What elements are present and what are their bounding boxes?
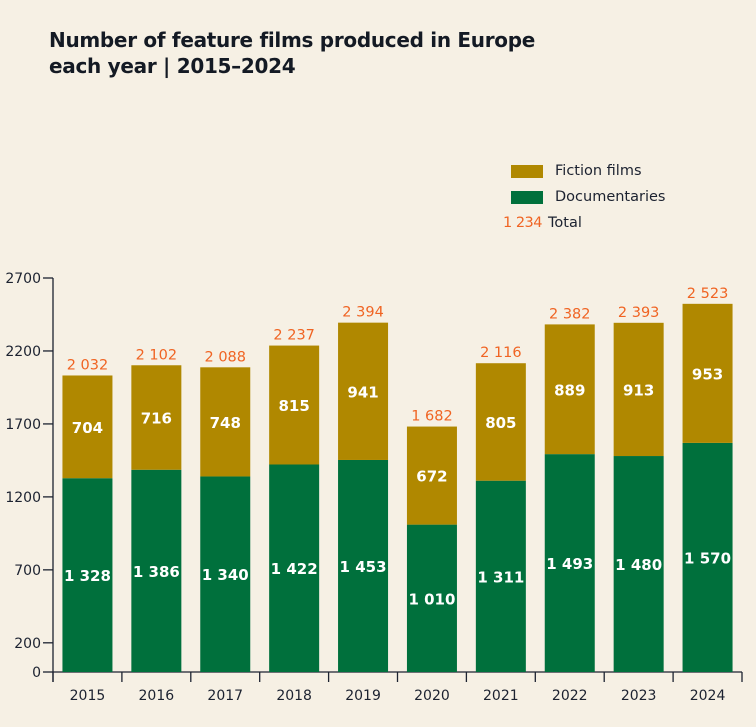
label-total: 1 682: [411, 409, 453, 425]
bar-fiction: [406, 426, 457, 525]
legend-item-documentaries: Documentaries: [503, 184, 665, 210]
label-fiction: 941: [347, 383, 378, 401]
label-documentaries: 1 493: [546, 555, 593, 573]
label-fiction: 889: [554, 381, 585, 399]
label-total: 2 394: [342, 305, 384, 321]
bar-documentaries: [131, 469, 182, 672]
y-tick-label: 700: [14, 563, 41, 579]
bar-documentaries: [544, 454, 595, 672]
legend-swatch-fiction: [511, 164, 543, 178]
chart-title-line-1: Number of feature films produced in Euro…: [49, 28, 536, 52]
bar-fiction: [131, 365, 182, 470]
label-fiction: 704: [72, 419, 103, 437]
label-documentaries: 1 010: [408, 590, 455, 608]
label-total: 2 393: [618, 305, 660, 321]
label-total: 2 237: [273, 328, 315, 344]
x-tick-label: 2019: [345, 688, 381, 704]
x-tick-label: 2015: [70, 688, 106, 704]
label-fiction: 805: [485, 414, 516, 432]
label-fiction: 716: [141, 410, 172, 428]
bar-fiction: [475, 363, 526, 481]
x-tick-label: 2023: [621, 688, 657, 704]
bar-documentaries: [406, 524, 457, 672]
x-tick-label: 2024: [690, 688, 726, 704]
bar-fiction: [338, 322, 389, 460]
label-total: 2 116: [480, 345, 522, 361]
legend-item-fiction: Fiction films: [503, 158, 665, 184]
label-fiction: 953: [692, 365, 723, 383]
bar-documentaries: [200, 476, 251, 672]
x-tick-label: 2016: [139, 688, 175, 704]
legend-label-total: Total: [548, 215, 582, 231]
legend-label-documentaries: Documentaries: [555, 189, 666, 205]
bar-fiction: [200, 367, 251, 477]
legend-total-sample: 1 234: [503, 215, 543, 231]
bar-fiction: [62, 375, 113, 479]
y-tick-label: 1200: [5, 490, 41, 506]
bar-fiction: [544, 324, 595, 455]
label-total: 2 032: [67, 357, 109, 373]
y-tick-label: 200: [14, 636, 41, 652]
bar-fiction: [613, 322, 664, 457]
chart-title-line-2: each year | 2015–2024: [49, 54, 296, 78]
bar-documentaries: [338, 459, 389, 672]
legend-item-total: 1 234 Total: [503, 210, 665, 236]
legend-label-fiction: Fiction films: [555, 163, 642, 179]
x-tick-label: 2018: [276, 688, 312, 704]
y-tick-label: 2700: [5, 271, 41, 287]
y-tick-label: 1700: [5, 417, 41, 433]
y-tick-label: 2200: [5, 344, 41, 360]
label-documentaries: 1 480: [615, 556, 662, 574]
x-tick-label: 2022: [552, 688, 588, 704]
bar-documentaries: [475, 480, 526, 672]
label-documentaries: 1 386: [133, 563, 180, 581]
label-documentaries: 1 340: [202, 566, 249, 584]
label-total: 2 523: [687, 286, 729, 302]
label-documentaries: 1 570: [684, 549, 731, 567]
label-fiction: 815: [278, 397, 309, 415]
x-tick-label: 2017: [207, 688, 243, 704]
legend-swatch-documentaries: [511, 190, 543, 204]
label-documentaries: 1 311: [477, 568, 524, 586]
y-tick-label: 0: [32, 665, 41, 681]
label-fiction: 748: [210, 414, 241, 432]
chart-title: Number of feature films produced in Euro…: [49, 27, 535, 79]
legend: Fiction films Documentaries 1 234 Total: [503, 158, 665, 236]
bar-fiction: [682, 303, 733, 443]
bar-documentaries: [62, 478, 113, 672]
label-fiction: 672: [416, 468, 447, 486]
x-tick-label: 2021: [483, 688, 519, 704]
x-tick-label: 2020: [414, 688, 450, 704]
label-documentaries: 1 328: [64, 567, 111, 585]
label-documentaries: 1 453: [340, 558, 387, 576]
label-total: 2 088: [204, 349, 246, 365]
label-documentaries: 1 422: [271, 560, 318, 578]
label-total: 2 382: [549, 306, 591, 322]
label-fiction: 913: [623, 381, 654, 399]
bar-documentaries: [269, 464, 320, 672]
label-total: 2 102: [136, 347, 178, 363]
bar-documentaries: [613, 456, 664, 672]
bar-documentaries: [682, 442, 733, 672]
bar-fiction: [269, 345, 320, 465]
